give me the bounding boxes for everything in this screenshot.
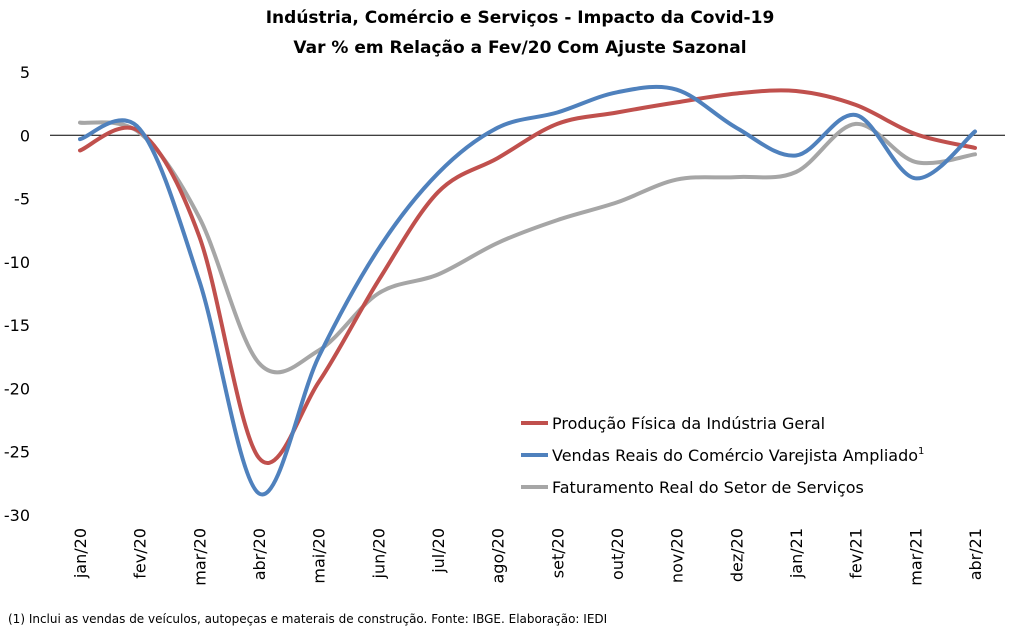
y-tick-label: -5 (14, 190, 30, 209)
footnote: (1) Inclui as vendas de veículos, autope… (8, 612, 607, 626)
chart-subtitle: Var % em Relação a Fev/20 Com Ajuste Saz… (293, 38, 746, 58)
x-tick-label: jul/20 (429, 528, 448, 574)
series-line-1 (78, 84, 977, 497)
y-axis: 5 0 -5 -10 -15 -20 -25 -30 (4, 63, 30, 525)
y-tick-label: 0 (20, 126, 30, 145)
series-line-2 (78, 120, 977, 375)
x-tick-label: nov/20 (668, 528, 687, 583)
y-tick-label: -10 (4, 253, 30, 272)
series-line-0 (78, 88, 977, 465)
legend-superscript: 1 (918, 446, 924, 457)
x-tick-label: abr/21 (966, 528, 985, 580)
x-tick-label: mar/21 (906, 528, 925, 586)
legend-label: Vendas Reais do Comércio Varejista Ampli… (552, 446, 924, 465)
legend-label: Faturamento Real do Setor de Serviços (552, 478, 864, 497)
x-tick-label: jan/20 (71, 528, 90, 579)
x-tick-label: abr/20 (250, 528, 269, 580)
y-tick-label: -25 (4, 443, 30, 462)
y-tick-label: -30 (4, 506, 30, 525)
y-tick-label: -15 (4, 316, 30, 335)
x-tick-label: out/20 (608, 528, 627, 580)
x-tick-label: ago/20 (489, 528, 508, 584)
x-axis: jan/20 fev/20 mar/20 abr/20 mai/20 jun/20 jul/… (71, 528, 985, 586)
x-tick-label: mai/20 (310, 528, 329, 584)
x-tick-label: jan/21 (787, 528, 806, 579)
x-tick-label: mar/20 (190, 528, 209, 586)
legend: Produção Física da Indústria Geral Vendas… (521, 414, 924, 497)
y-tick-label: -20 (4, 379, 30, 398)
x-tick-label: set/20 (548, 528, 567, 578)
legend-label: Produção Física da Indústria Geral (552, 414, 825, 433)
x-tick-label: fev/20 (131, 528, 150, 579)
x-tick-label: jun/20 (369, 528, 388, 579)
series-lines (78, 84, 977, 497)
y-tick-label: 5 (20, 63, 30, 82)
x-tick-label: fev/21 (847, 528, 866, 579)
x-tick-label: dez/20 (727, 528, 746, 582)
chart-title: Indústria, Comércio e Serviços - Impacto… (266, 8, 775, 28)
